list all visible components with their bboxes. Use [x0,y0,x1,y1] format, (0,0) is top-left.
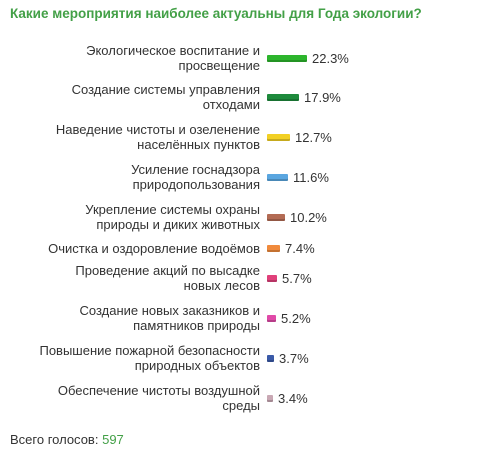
category-label-line: Повышение пожарной безопасности [39,343,260,358]
category-label-line: населённых пунктов [137,137,260,152]
category-label: Экологическое воспитание и просвещение [10,43,260,73]
bar [267,395,273,402]
bar [267,174,288,181]
data-label: 12.7% [295,130,332,145]
category-label: Повышение пожарной безопасности природных… [10,343,260,373]
category-label-line: Создание новых заказников и [79,303,260,318]
category-label: Наведение чистоты и озеленение населённых… [10,122,260,152]
category-label-line: Укрепление системы охраны [85,202,260,217]
data-label: 10.2% [290,210,327,225]
category-label: Создание системы управления отходами [10,82,260,112]
data-label: 3.7% [279,351,309,366]
bar [267,94,299,101]
category-label-line: природы и диких животных [96,217,260,232]
category-label-line: Очистка и оздоровление водоёмов [48,241,260,256]
category-label-line: Создание системы управления [71,82,260,97]
data-label: 3.4% [278,391,308,406]
category-label: Обеспечение чистоты воздушной среды [10,383,260,413]
vote-total-count: 597 [102,432,124,447]
vote-total: Всего голосов: 597 [10,432,124,447]
bar [267,214,285,221]
data-label: 5.7% [282,271,312,286]
category-label-line: Наведение чистоты и озеленение [55,122,260,137]
category-label-line: просвещение [178,58,260,73]
bar [267,134,290,141]
bar [267,275,277,282]
category-label: Проведение акций по высадке новых лесов [10,263,260,293]
category-label-line: среды [222,398,260,413]
bar [267,315,276,322]
bar [267,355,274,362]
category-label: Очистка и оздоровление водоёмов [10,241,260,256]
chart-title: Какие мероприятия наиболее актуальны для… [10,6,422,21]
category-label: Создание новых заказников и памятников пр… [10,303,260,333]
data-label: 17.9% [304,90,341,105]
data-label: 7.4% [285,241,315,256]
category-label-line: новых лесов [183,278,260,293]
data-label: 5.2% [281,311,311,326]
category-label-line: Экологическое воспитание и [86,43,260,58]
category-label-line: природопользования [132,177,260,192]
data-label: 11.6% [293,170,329,185]
bar [267,245,280,252]
category-label-line: Проведение акций по высадке [75,263,260,278]
category-label-line: Усиление госнадзора [131,162,260,177]
category-label: Усиление госнадзора природопользования [10,162,260,192]
vote-total-label: Всего голосов: [10,432,99,447]
category-label-line: памятников природы [133,318,260,333]
category-label: Укрепление системы охраны природы и диких… [10,202,260,232]
category-label-line: природных объектов [134,358,260,373]
bar [267,55,307,62]
data-label: 22.3% [312,51,349,66]
category-label-line: Обеспечение чистоты воздушной [57,383,260,398]
category-label-line: отходами [202,97,260,112]
